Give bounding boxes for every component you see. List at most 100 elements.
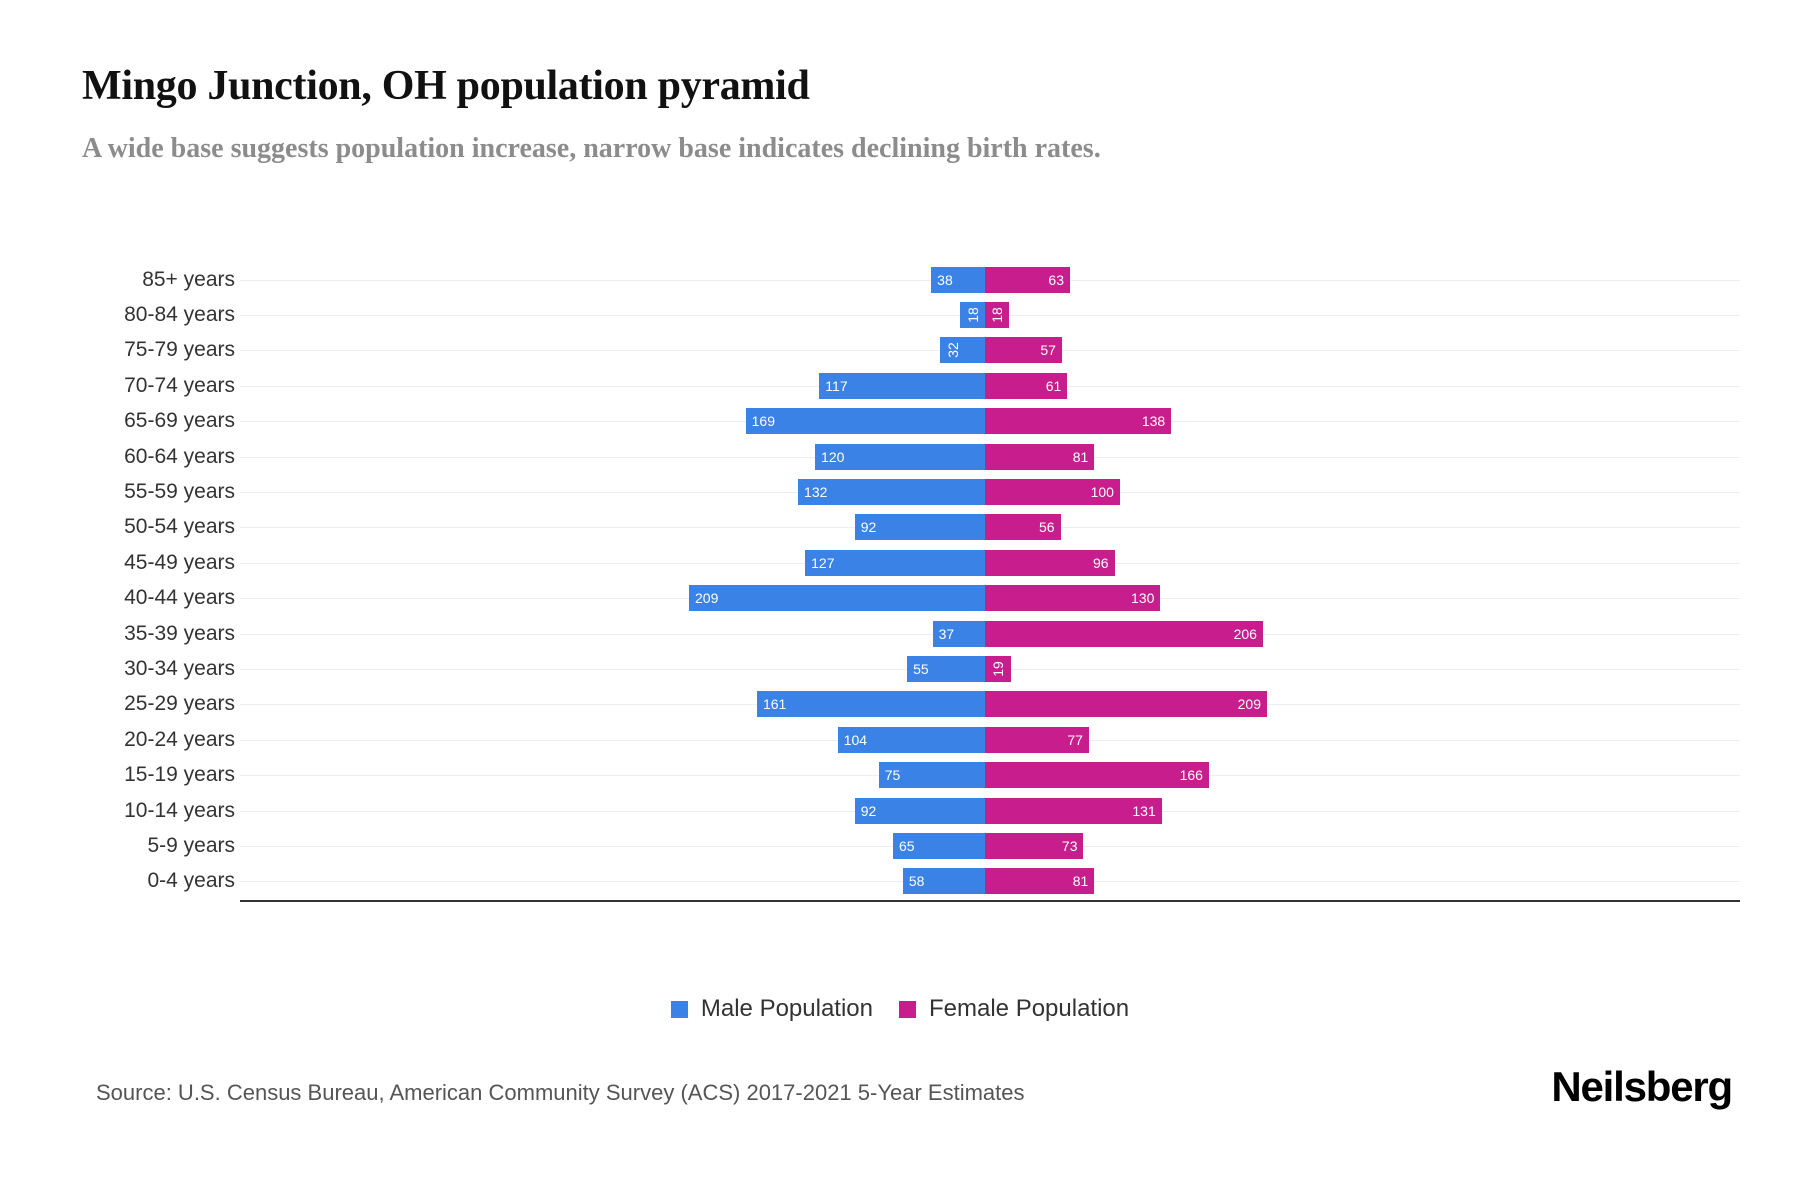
y-axis-label: 5-9 years	[147, 833, 235, 857]
legend-label-male: Male Population	[700, 995, 873, 1022]
chart-row: 70-74 years 117 61	[0, 368, 1800, 403]
bar-value-female: 19	[989, 661, 1006, 677]
bar-female[interactable]: 81	[985, 443, 1095, 470]
bar-value-male: 18	[964, 307, 981, 323]
bar-value-male: 55	[913, 660, 929, 677]
bar-male[interactable]: 127	[805, 549, 985, 576]
y-axis-label: 80-84 years	[124, 303, 235, 327]
chart-row: 0-4 years 58 81	[0, 864, 1800, 899]
chart-row: 10-14 years 92 131	[0, 793, 1800, 828]
bar-female[interactable]: 63	[985, 266, 1070, 293]
chart-row: 30-34 years 55 19	[0, 651, 1800, 686]
bar-value-female: 56	[1038, 519, 1055, 536]
bar-male[interactable]: 169	[745, 408, 985, 435]
bar-value-male: 120	[821, 448, 845, 465]
bar-female[interactable]: 18	[985, 302, 1010, 329]
chart-row: 75-79 years 32 57	[0, 333, 1800, 368]
bar-female[interactable]: 19	[985, 655, 1011, 682]
bar-value-female: 166	[1179, 767, 1203, 784]
bar-female[interactable]: 57	[985, 337, 1062, 364]
bar-female[interactable]: 130	[985, 585, 1161, 612]
bar-value-male: 92	[860, 802, 877, 819]
bar-male[interactable]: 92	[854, 514, 985, 541]
bar-female[interactable]: 209	[985, 691, 1267, 718]
y-axis-label: 55-59 years	[124, 480, 235, 504]
bar-male[interactable]: 132	[798, 479, 985, 506]
legend-item-female[interactable]: Female Population	[899, 995, 1129, 1023]
bar-male[interactable]: 55	[907, 655, 985, 682]
chart-row: 15-19 years 75 166	[0, 757, 1800, 792]
bar-female[interactable]: 56	[985, 514, 1061, 541]
chart-row: 35-39 years 37 206	[0, 616, 1800, 651]
bar-female[interactable]: 73	[985, 832, 1084, 859]
legend-swatch-male-icon	[670, 1000, 688, 1018]
bar-value-male: 117	[825, 377, 848, 394]
bar-male[interactable]: 58	[902, 868, 985, 895]
bar-value-male: 37	[938, 625, 955, 642]
bar-male[interactable]: 37	[932, 620, 985, 647]
bar-value-female: 209	[1237, 696, 1261, 713]
bar-female[interactable]: 166	[985, 762, 1209, 789]
bar-female[interactable]: 206	[985, 620, 1263, 647]
bar-female[interactable]: 138	[985, 408, 1172, 435]
chart-row: 65-69 years 169 138	[0, 404, 1800, 439]
bar-male[interactable]: 104	[837, 726, 985, 753]
bar-male[interactable]: 120	[815, 443, 985, 470]
bar-female[interactable]: 81	[985, 868, 1095, 895]
bar-male[interactable]: 32	[939, 337, 985, 364]
bar-value-male: 169	[751, 413, 775, 430]
y-axis-label: 10-14 years	[124, 798, 235, 822]
bar-value-female: 81	[1072, 873, 1089, 890]
bar-male[interactable]: 75	[878, 762, 985, 789]
bar-value-male: 161	[762, 696, 787, 713]
bar-value-female: 100	[1090, 484, 1114, 501]
bar-male[interactable]: 18	[959, 302, 985, 329]
bar-value-female: 206	[1233, 625, 1257, 642]
y-axis-label: 65-69 years	[124, 409, 235, 433]
legend-item-male[interactable]: Male Population	[670, 995, 873, 1023]
source-note: Source: U.S. Census Bureau, American Com…	[96, 1080, 1025, 1105]
legend-label-female: Female Population	[929, 995, 1130, 1022]
bar-value-female: 73	[1061, 837, 1078, 854]
chart-row: 40-44 years 209 130	[0, 581, 1800, 616]
bar-value-male: 65	[898, 837, 915, 854]
bar-male[interactable]: 65	[892, 832, 985, 859]
bar-value-male: 58	[908, 873, 925, 890]
y-axis-label: 70-74 years	[124, 373, 235, 397]
bar-male[interactable]: 92	[854, 797, 985, 824]
chart-rows: 85+ years 38 63 80-84 years 18 18 75-79 years 3…	[0, 262, 1800, 902]
bar-female[interactable]: 77	[985, 726, 1089, 753]
bar-male[interactable]: 38	[931, 266, 985, 293]
chart-row: 80-84 years 18 18	[0, 297, 1800, 332]
brand-logo: Neilsberg	[1551, 1063, 1733, 1110]
chart-legend: Male Population Female Population	[0, 995, 1800, 1023]
bar-female[interactable]: 61	[985, 372, 1068, 399]
bar-female[interactable]: 131	[985, 797, 1162, 824]
y-axis-label: 30-34 years	[124, 656, 235, 680]
page-subtitle: A wide base suggests population increase…	[82, 133, 1101, 164]
chart-row: 55-59 years 132 100	[0, 474, 1800, 509]
bar-value-female: 130	[1131, 590, 1155, 607]
bar-male[interactable]: 161	[756, 691, 985, 718]
chart-baseline	[240, 900, 1740, 902]
bar-value-male: 127	[811, 554, 835, 571]
bar-female[interactable]: 100	[985, 479, 1120, 506]
bar-value-female: 138	[1141, 413, 1166, 430]
chart-row: 60-64 years 120 81	[0, 439, 1800, 474]
chart-row: 85+ years 38 63	[0, 262, 1800, 297]
bar-female[interactable]: 96	[985, 549, 1115, 576]
bar-value-female: 77	[1067, 731, 1083, 748]
y-axis-label: 45-49 years	[124, 550, 235, 574]
bar-value-male: 92	[860, 519, 877, 536]
y-axis-label: 35-39 years	[124, 621, 235, 645]
bar-male[interactable]: 209	[689, 585, 985, 612]
chart-row: 25-29 years 161 209	[0, 687, 1800, 722]
legend-swatch-female-icon	[899, 1000, 916, 1018]
y-axis-label: 25-29 years	[124, 692, 235, 716]
bar-male[interactable]: 117	[819, 372, 985, 399]
y-axis-label: 15-19 years	[124, 763, 235, 787]
bar-value-female: 81	[1072, 448, 1089, 465]
bar-value-female: 18	[988, 307, 1005, 323]
chart-plot-area: 85+ years 38 63 80-84 years 18 18 75-79 years 3…	[0, 262, 1800, 917]
bar-value-male: 132	[804, 484, 828, 501]
